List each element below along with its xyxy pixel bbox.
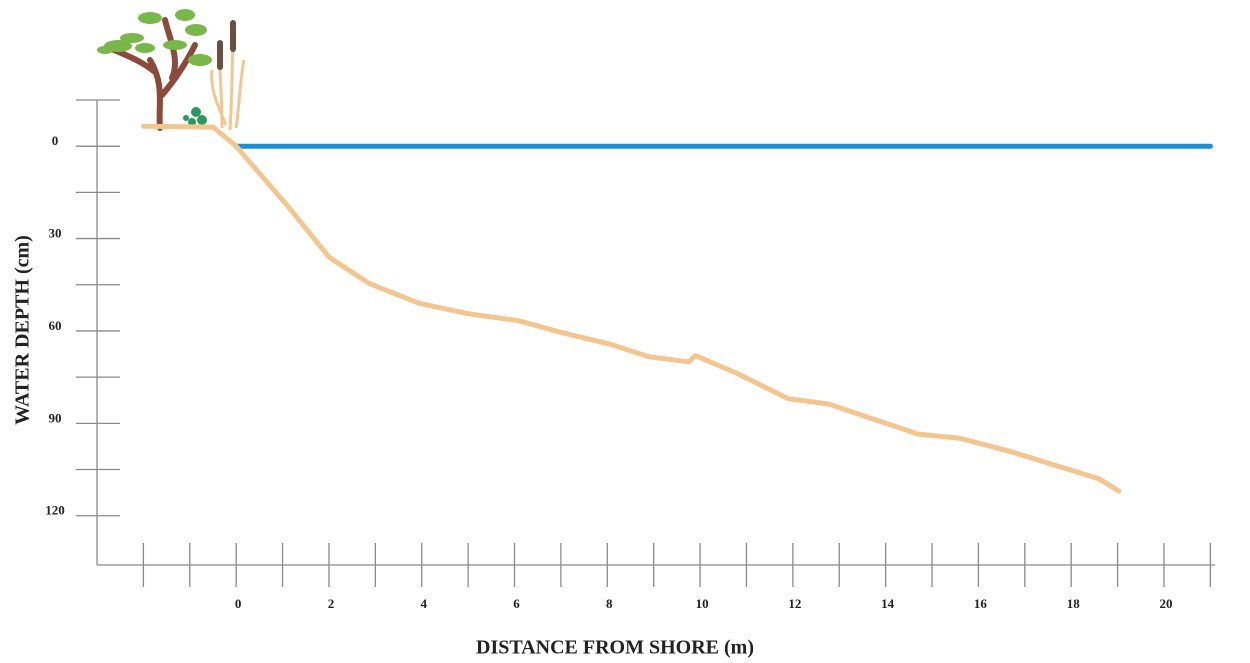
x-tick-label: 4	[420, 596, 427, 611]
x-tick-label: 12	[788, 596, 801, 611]
x-tick-label: 18	[1067, 596, 1081, 611]
y-tick-label: 30	[49, 226, 62, 241]
x-tick-label: 2	[328, 596, 335, 611]
y-axis-title: WATER DEPTH (cm)	[12, 235, 34, 425]
y-tick-label: 0	[52, 133, 59, 148]
x-tick-label: 14	[881, 596, 895, 611]
shore-plants	[97, 9, 244, 130]
x-tick-label: 10	[696, 596, 709, 611]
y-tick-label: 120	[45, 503, 65, 518]
chart: DISTANCE FROM SHORE (m) WATER DEPTH (cm)…	[0, 0, 1250, 663]
x-tick-label: 16	[974, 596, 988, 611]
y-tick-label: 90	[49, 410, 62, 425]
y-tick-label: 60	[49, 318, 62, 333]
x-tick-label: 20	[1159, 596, 1172, 611]
x-tick-label: 6	[513, 596, 520, 611]
x-axis-title: DISTANCE FROM SHORE (m)	[476, 637, 754, 659]
x-tick-label: 0	[235, 596, 242, 611]
x-tick-label: 8	[606, 596, 613, 611]
line-series	[143, 126, 1119, 491]
